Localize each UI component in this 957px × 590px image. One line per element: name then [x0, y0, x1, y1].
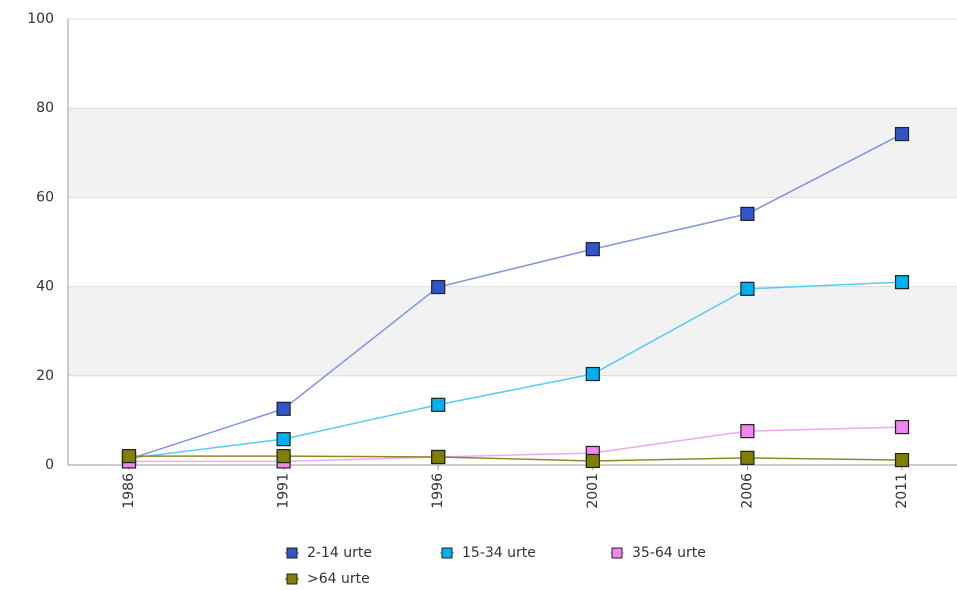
y-tick-label: 100 — [27, 11, 54, 27]
legend-marker — [441, 547, 453, 559]
point — [894, 275, 910, 290]
point — [894, 126, 910, 142]
point — [121, 448, 137, 464]
point — [740, 281, 755, 296]
x-tick-label: 2001 — [585, 473, 601, 509]
point — [276, 401, 291, 416]
y-tick-label: 80 — [36, 100, 54, 116]
legend-label: 35-64 urte — [632, 545, 706, 561]
point — [431, 449, 446, 465]
legend-label: 15-34 urte — [462, 545, 536, 561]
point — [276, 432, 291, 447]
series-line — [129, 455, 903, 462]
y-tick-label: 0 — [45, 457, 54, 473]
point — [740, 424, 755, 439]
point — [740, 450, 755, 465]
legend-label: >64 urte — [307, 571, 370, 587]
grid-band — [68, 108, 957, 198]
point — [894, 419, 910, 435]
x-tick-label: 1986 — [121, 473, 137, 509]
x-tick-label: 1996 — [430, 473, 446, 509]
point — [894, 452, 910, 468]
x-tick-label: 2011 — [894, 473, 910, 509]
point — [585, 453, 600, 469]
y-tick-label: 20 — [36, 368, 54, 384]
x-tick-label: 2006 — [739, 473, 755, 509]
legend-marker — [611, 547, 623, 559]
point — [585, 366, 600, 382]
point — [431, 397, 446, 412]
y-tick-label: 40 — [36, 279, 54, 295]
y-tick-label: 60 — [36, 189, 54, 205]
series-line — [128, 281, 903, 460]
point — [585, 242, 600, 257]
point — [276, 448, 291, 464]
legend-marker — [286, 547, 298, 559]
point — [431, 279, 446, 295]
legend-marker — [286, 573, 298, 585]
legend-label: 2-14 urte — [307, 545, 372, 561]
grid-band — [68, 286, 957, 376]
series-line — [128, 133, 903, 460]
point — [740, 206, 755, 222]
series-line — [129, 426, 903, 463]
x-tick-label: 1991 — [276, 473, 292, 509]
